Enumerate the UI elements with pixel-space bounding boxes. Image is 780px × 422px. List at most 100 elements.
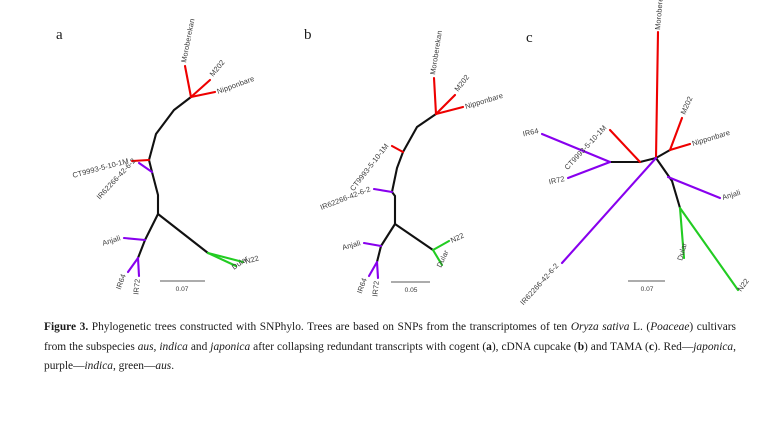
tip-label-c-n22: N22 <box>735 277 751 293</box>
tip-label-b-anjali: Anjali <box>341 238 362 252</box>
caption-seg-6: ), cDNA cupcake ( <box>491 340 578 353</box>
tree-c-aus-branches <box>678 206 740 292</box>
phylogenetic-tree-a: Moroberekan M202 Nipponbare CT9993-5-10-… <box>71 18 260 295</box>
tip-label-b-m202: M202 <box>452 73 471 93</box>
tip-branch-b-m202 <box>434 93 457 116</box>
tree-c-japonica-branches <box>608 30 692 164</box>
tip-branch-c-moroberekan <box>654 30 660 160</box>
branch-b-spine-mid <box>390 150 405 194</box>
tip-branch-a-ir72 <box>136 256 141 278</box>
panel-letter-c: c <box>526 30 533 46</box>
branch-b-spine-lower <box>390 190 397 226</box>
tree-a-japonica-branches <box>130 64 217 163</box>
tree-b-japonica-branches <box>390 76 465 154</box>
tree-b-internal-branches <box>375 112 438 264</box>
tip-branch-b-dular <box>431 248 444 267</box>
tip-branch-b-ir64 <box>367 260 379 278</box>
tip-label-b-ir64: IR64 <box>355 277 369 295</box>
tip-label-c-moroberekan: Moroberekan <box>653 0 666 30</box>
tree-panel-b: b <box>285 0 515 312</box>
branch-b-to-aus-clade <box>393 222 435 252</box>
tip-label-c-dular: Dular <box>675 241 689 261</box>
tip-branch-a-ir64 <box>126 256 140 274</box>
tip-label-a-ir64: IR64 <box>114 273 128 291</box>
tip-branch-c-anjali <box>666 175 722 200</box>
tree-panel-c: c <box>500 0 780 312</box>
tree-a-aus-branches <box>206 251 245 268</box>
tip-label-b-ct9993: CT9993-5-10-1M <box>348 142 391 193</box>
tip-label-c-m202: M202 <box>679 95 695 116</box>
caption-figure-label: Figure 3. <box>44 321 89 333</box>
tip-branch-b-moroberekan <box>432 76 438 116</box>
caption-seg-1: Phylogenetic trees constructed with SNPh… <box>88 321 571 333</box>
caption-italic-poaceae: Poaceae <box>650 321 690 333</box>
tip-branch-b-anjali <box>362 241 383 248</box>
tip-label-b-moroberekan: Moroberekan <box>428 30 444 76</box>
phylogenetic-tree-c: Moroberekan M202 Nipponbare CT9993-5-10-… <box>518 0 751 307</box>
caption-italic-aus-indica: aus, indica <box>137 340 188 353</box>
tip-branch-c-n22 <box>678 206 740 292</box>
caption-bold-c: c <box>648 340 654 353</box>
tip-branch-a-anjali <box>122 236 147 242</box>
tree-panel-a: a <box>40 0 285 312</box>
tip-branch-b-nipponbare <box>434 105 465 116</box>
branch-a-spine-lower <box>147 158 160 216</box>
branch-a-indica-sub <box>136 238 147 260</box>
tree-b-aus-branches <box>431 239 451 267</box>
caption-seg-7: ) and TAMA ( <box>584 340 649 353</box>
caption-seg-9: , purple— <box>44 340 736 373</box>
tip-label-c-ir72: IR72 <box>548 174 566 186</box>
branch-b-to-indica-clade <box>379 222 397 248</box>
tip-label-c-anjali: Anjali <box>721 188 742 202</box>
caption-italic-japonica-2: japonica <box>693 340 734 353</box>
scale-bar-label-b: 0.05 <box>405 287 418 294</box>
tip-label-b-nipponbare: Nipponbare <box>464 91 504 111</box>
tip-branch-b-ir72 <box>375 260 380 280</box>
tip-branch-a-ct9993 <box>130 158 151 163</box>
tip-branch-c-ir62266 <box>560 156 658 265</box>
tip-branch-a-ir62266 <box>137 161 154 174</box>
tree-c-internal-branches <box>608 148 682 210</box>
caption-italic-indica: indica <box>84 360 113 373</box>
caption-seg-8: ). Red— <box>653 340 694 353</box>
tip-label-b-n22: N22 <box>449 231 465 245</box>
caption-seg-11: . <box>171 360 175 373</box>
branch-a-spine-upper <box>147 95 193 162</box>
tip-label-c-ir64: IR64 <box>522 126 540 138</box>
tip-label-a-m202: M202 <box>208 58 227 78</box>
caption-italic-aus: aus <box>155 360 172 373</box>
tip-label-a-n22: N22 <box>244 253 260 265</box>
tip-branch-b-n22 <box>431 239 451 252</box>
scale-bar-label-a: 0.07 <box>176 286 189 293</box>
figure-caption: Figure 3. Phylogenetic trees constructed… <box>44 318 736 377</box>
caption-seg-3: ) cultivars from the subspecies <box>44 321 736 353</box>
tip-branch-c-nipponbare <box>668 142 692 152</box>
tree-b-indica-branches <box>362 187 394 280</box>
tip-label-b-ir72: IR72 <box>370 280 381 297</box>
tip-label-b-dular: Dular <box>435 248 451 269</box>
tree-a-indica-branches <box>122 161 154 278</box>
tree-a-internal-branches <box>136 95 210 260</box>
tip-branch-c-ir72 <box>566 160 612 180</box>
tip-branch-c-ct9993 <box>608 128 642 164</box>
branch-c-center-spine <box>638 156 658 164</box>
tip-branch-a-nipponbare <box>189 90 217 99</box>
tree-c-indica-branches <box>540 132 722 265</box>
caption-seg-2: L. ( <box>629 321 651 333</box>
panel-letter-a: a <box>56 27 63 43</box>
branch-c-to-aus-indica <box>654 156 682 210</box>
tip-branch-c-m202 <box>668 116 684 152</box>
caption-italic-japonica-1: japonica <box>210 340 251 353</box>
branch-b-indica-sub <box>375 244 383 264</box>
caption-seg-4: and <box>187 340 211 353</box>
tip-label-a-nipponbare: Nipponbare <box>216 74 256 96</box>
caption-bold-a: a <box>486 340 492 353</box>
caption-seg-10: , green— <box>112 360 156 373</box>
tip-label-c-ir62266: IR62266-42-6-2 <box>518 261 560 307</box>
tip-branch-a-n22 <box>206 251 245 264</box>
branch-a-to-aus-clade <box>156 212 210 255</box>
tip-label-a-ir72: IR72 <box>131 278 142 295</box>
tip-branch-c-ir64 <box>540 132 612 164</box>
caption-italic-oryza: Oryza sativa <box>570 321 630 333</box>
